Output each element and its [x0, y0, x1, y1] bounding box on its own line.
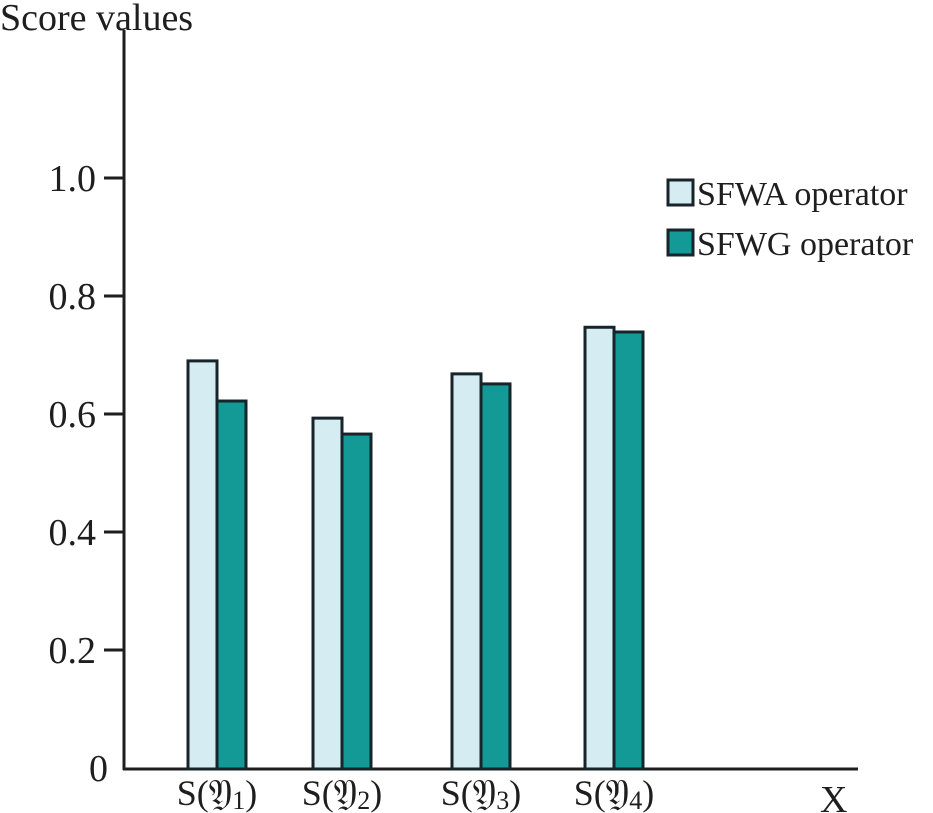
x-tick-label: S(𝔜2): [302, 773, 383, 813]
x-tick-label: S(𝔜3): [441, 773, 522, 813]
x-tick-labels: S(𝔜1) S(𝔜2) S(𝔜3) S(𝔜4): [177, 773, 655, 813]
y-tick-label: 1.0: [49, 158, 97, 200]
legend-swatch-sfwg: [666, 228, 695, 257]
y-ticks: 0 0.2 0.4 0.6 0.8 1.0: [49, 158, 124, 790]
y-tick-label: 0.4: [49, 512, 97, 554]
x-tick-label: S(𝔜1): [177, 773, 258, 813]
legend-label-sfwg: SFWG operator: [697, 226, 914, 263]
bar-sfwg-2: [340, 432, 373, 771]
bar-sfwa-4: [583, 325, 616, 771]
bar-sfwg-3: [479, 382, 512, 771]
x-axis-label: X: [820, 779, 847, 813]
y-tick-label: 0.8: [49, 276, 97, 318]
legend: SFWA operator SFWG operator: [666, 176, 914, 263]
bar-sfwg-4: [612, 330, 645, 771]
bar-sfwa-1: [186, 359, 219, 771]
x-tick-label: S(𝔜4): [574, 773, 655, 813]
y-tick-label: 0.2: [49, 630, 97, 672]
bar-sfwa-2: [311, 416, 344, 771]
legend-swatch-sfwa: [666, 178, 695, 207]
y-tick-label: 0.6: [49, 394, 97, 436]
bar-sfwg-1: [215, 399, 248, 771]
bars: [186, 325, 645, 771]
legend-label-sfwa: SFWA operator: [697, 176, 908, 213]
y-tick-label: 0: [89, 748, 108, 790]
bar-sfwa-3: [450, 372, 483, 771]
y-axis-label: Score values: [0, 0, 193, 39]
